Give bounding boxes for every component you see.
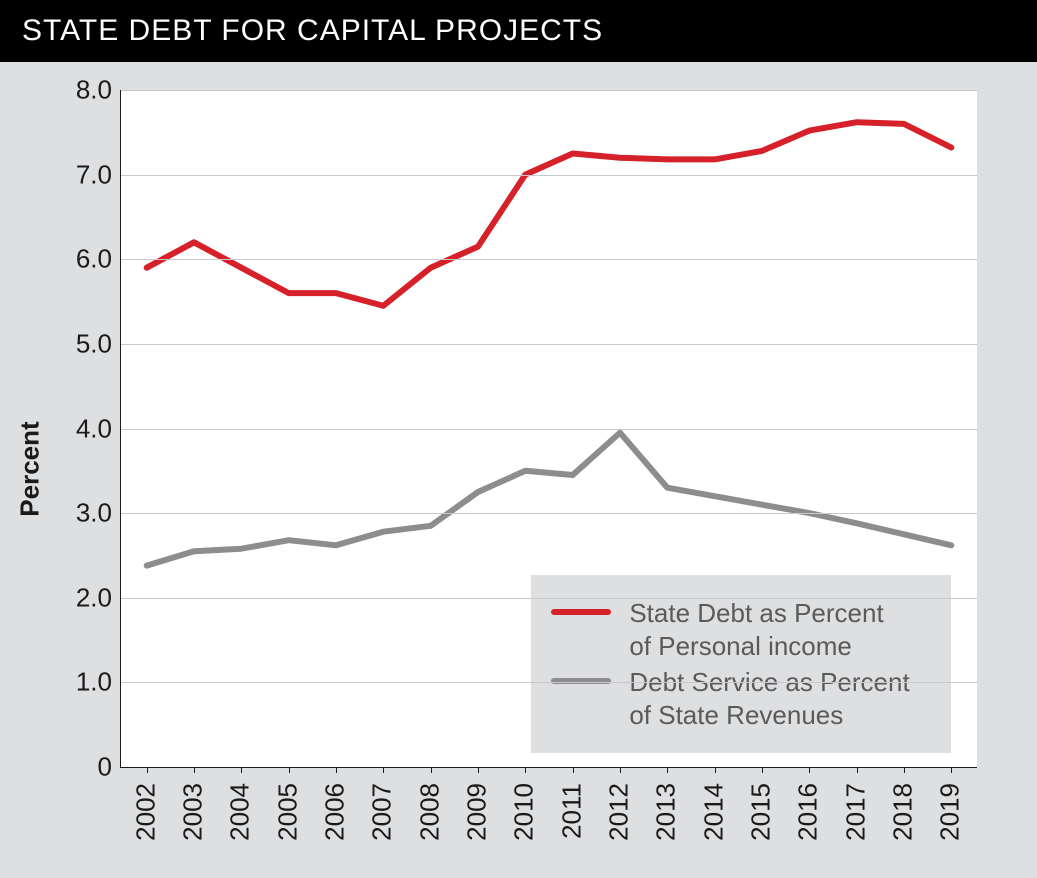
y-axis-label: Percent xyxy=(15,421,46,516)
x-tick-label: 2006 xyxy=(320,783,351,841)
x-tick-label: 2005 xyxy=(272,783,303,841)
series-line xyxy=(147,433,952,566)
grid-line xyxy=(121,682,977,683)
chart-title: STATE DEBT FOR CAPITAL PROJECTS xyxy=(0,0,1037,62)
y-tick-label: 7.0 xyxy=(76,159,112,190)
y-tick-label: 2.0 xyxy=(76,582,112,613)
x-tick-label: 2019 xyxy=(935,783,966,841)
y-tick-label: 8.0 xyxy=(76,75,112,106)
x-tick-label: 2018 xyxy=(887,783,918,841)
x-tick-label: 2003 xyxy=(178,783,209,841)
grid-line xyxy=(121,175,977,176)
legend-label: State Debt as Percentof Personal income xyxy=(629,597,883,662)
y-tick-label: 6.0 xyxy=(76,244,112,275)
x-axis-labels: 2002 2003 2004 2005 2006 2007 2008 2009 2010 2011… xyxy=(120,773,977,858)
x-tick-label: 2014 xyxy=(698,783,729,841)
x-tick-label: 2013 xyxy=(651,783,682,841)
x-tick-label: 2010 xyxy=(509,783,540,841)
x-tick-label: 2012 xyxy=(603,783,634,841)
x-tick-label: 2011 xyxy=(556,783,587,839)
y-tick-label: 0 xyxy=(98,752,112,783)
grid-line xyxy=(121,90,977,91)
grid-line xyxy=(121,598,977,599)
x-tick-label: 2007 xyxy=(367,783,398,841)
x-tick-label: 2017 xyxy=(840,783,871,841)
chart-area: Percent State Debt as Percentof Personal… xyxy=(50,80,1017,858)
plot-area: State Debt as Percentof Personal incomeD… xyxy=(120,90,977,768)
legend-item: State Debt as Percentof Personal income xyxy=(551,597,923,662)
y-tick-label: 4.0 xyxy=(76,413,112,444)
grid-line xyxy=(121,259,977,260)
x-tick-label: 2004 xyxy=(225,783,256,841)
chart-card: STATE DEBT FOR CAPITAL PROJECTS Percent … xyxy=(0,0,1037,878)
x-tick-label: 2002 xyxy=(130,783,161,841)
grid-line xyxy=(121,429,977,430)
x-tick-label: 2015 xyxy=(745,783,776,841)
legend-label: Debt Service as Percentof State Revenues xyxy=(629,666,909,731)
grid-line xyxy=(121,344,977,345)
legend: State Debt as Percentof Personal incomeD… xyxy=(531,575,951,753)
legend-item: Debt Service as Percentof State Revenues xyxy=(551,666,923,731)
y-tick-label: 1.0 xyxy=(76,667,112,698)
x-tick-label: 2016 xyxy=(793,783,824,841)
grid-line xyxy=(121,513,977,514)
x-tick-label: 2009 xyxy=(462,783,493,841)
series-line xyxy=(147,122,952,306)
y-tick-label: 5.0 xyxy=(76,328,112,359)
y-tick-label: 3.0 xyxy=(76,498,112,529)
x-tick-label: 2008 xyxy=(414,783,445,841)
legend-swatch xyxy=(551,609,611,615)
